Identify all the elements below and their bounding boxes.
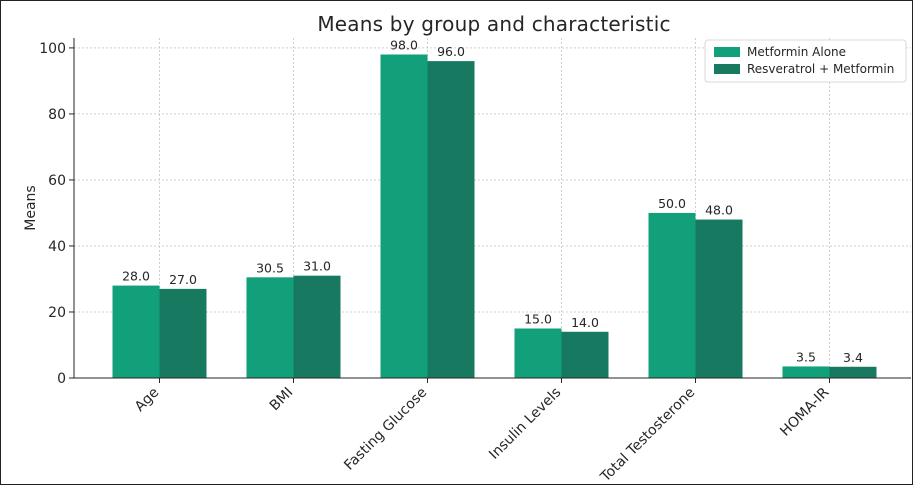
bar-value-label: 48.0: [705, 203, 733, 218]
legend-swatch: [714, 47, 740, 57]
bar-value-label: 31.0: [303, 259, 331, 274]
bar-value-label: 50.0: [658, 196, 686, 211]
bar: [112, 285, 160, 378]
y-axis-label: Means: [23, 185, 39, 230]
bar-value-label: 3.4: [843, 350, 863, 365]
legend-box: [704, 39, 907, 83]
axes-layer: [73, 38, 911, 379]
x-tick-label: Total Testosterone: [597, 385, 698, 486]
x-tick-label: Insulin Levels: [486, 385, 564, 463]
chart-title: Means by group and characteristic: [317, 12, 670, 36]
bar: [648, 212, 696, 378]
bar-value-label: 96.0: [437, 44, 465, 59]
y-tick-label: 40: [48, 239, 66, 255]
y-tick-label: 80: [48, 107, 66, 123]
bar: [380, 54, 428, 379]
bar-value-label: 3.5: [796, 349, 816, 364]
y-tick-label: 20: [48, 305, 66, 321]
bar-value-label: 15.0: [524, 311, 552, 326]
bar-value-label: 28.0: [122, 269, 150, 284]
bar: [782, 366, 830, 378]
bar: [293, 275, 341, 378]
bar-value-label: 30.5: [256, 260, 284, 275]
bar: [514, 328, 562, 378]
y-tick-label: 60: [48, 173, 66, 189]
y-tick-label: 100: [39, 41, 66, 57]
bar: [695, 219, 743, 378]
bar: [159, 288, 207, 378]
bar: [829, 366, 877, 378]
y-tick-label: 0: [57, 371, 66, 387]
value-labels-layer: 28.0 27.0 30.5 31.0 98.0 96.0 15.0 14.0 50.0 48.0…: [122, 38, 863, 365]
bar-value-label: 14.0: [571, 315, 599, 330]
bar: [246, 277, 294, 378]
legend-swatch: [714, 64, 740, 74]
x-tick-label: Age: [132, 385, 162, 415]
legend-entry-label: Resveratrol + Metformin: [747, 62, 894, 76]
x-tick-label: HOMA-IR: [777, 384, 832, 439]
bar-value-label: 98.0: [390, 38, 418, 53]
bar-value-label: 27.0: [169, 272, 197, 287]
bar: [427, 61, 475, 378]
bar: [561, 331, 609, 378]
x-tick-label: BMI: [267, 385, 297, 415]
legend-entry-label: Metformin Alone: [747, 45, 846, 59]
legend: Metformin Alone Resveratrol + Metformin: [704, 39, 907, 83]
x-tick-label: Fasting Glucose: [341, 385, 430, 474]
bars-layer: [112, 54, 877, 379]
